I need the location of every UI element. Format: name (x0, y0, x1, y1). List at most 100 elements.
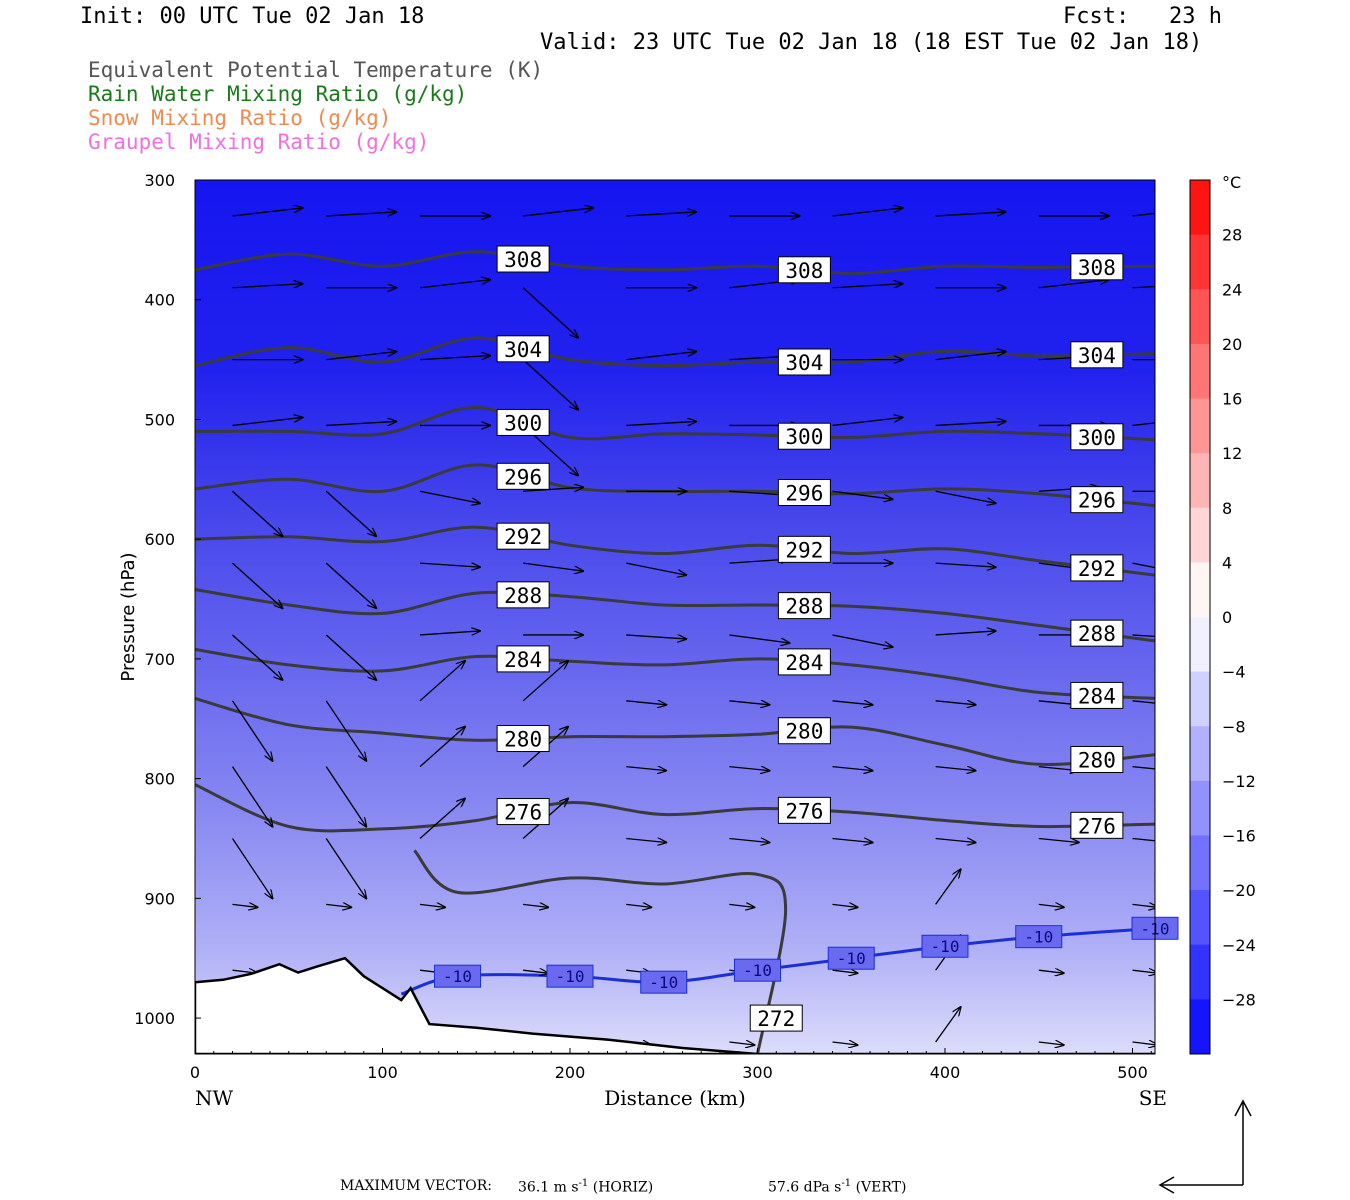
wind-vector (232, 208, 303, 217)
wind-vector (1132, 904, 1155, 907)
colorbar-unit: °C (1222, 173, 1241, 192)
x-tick-label: 400 (930, 1063, 961, 1082)
y-tick-label: 600 (144, 530, 175, 549)
wind-vector (419, 631, 480, 636)
theta-e-label-box (777, 478, 831, 506)
colorbar-segment (1190, 617, 1210, 673)
theta-e-label: 308 (785, 259, 823, 283)
x-tick-label: 300 (742, 1063, 773, 1082)
theta-e-label: 292 (785, 538, 823, 562)
wind-vector (523, 208, 593, 217)
theta-e-label-box (496, 581, 550, 609)
wind-vector (1132, 970, 1155, 973)
isotherm-label-box (434, 964, 481, 988)
legend-snow: Snow Mixing Ratio (g/kg) (88, 106, 392, 130)
theta-e-contour-292 (195, 525, 1155, 577)
theta-e-label: 308 (504, 248, 542, 272)
colorbar-tick-label: 28 (1222, 226, 1242, 245)
wind-vector (935, 701, 976, 705)
wind-vector (1132, 766, 1155, 770)
isotherm-label: -10 (743, 961, 772, 980)
wind-vector (231, 700, 273, 761)
wind-vector (523, 970, 548, 973)
wind-vector (626, 767, 666, 771)
wind-vector (232, 417, 303, 427)
theta-e-label: 288 (504, 584, 542, 608)
theta-e-label-box (496, 725, 550, 753)
theta-e-label-box (1070, 253, 1124, 281)
colorbar-tick-label: −12 (1222, 772, 1256, 791)
theta-e-label-box (1070, 341, 1124, 369)
theta-e-label-box (496, 335, 550, 363)
legend-theta-e: Equivalent Potential Temperature (K) (88, 58, 544, 82)
theta-e-label-box (777, 592, 831, 620)
theta-e-label-box (777, 256, 831, 284)
wind-vector (523, 562, 583, 571)
colorbar-segment (1190, 999, 1210, 1055)
y-tick-label: 300 (144, 171, 175, 190)
wind-vector (832, 490, 893, 499)
y-axis-title: Pressure (hPa) (118, 552, 139, 681)
wind-vector (232, 562, 283, 608)
horiz-exponent: -1 (578, 1178, 589, 1189)
wind-vector (325, 634, 376, 680)
theta-e-label: 304 (785, 351, 823, 375)
theta-e-label-box (777, 348, 831, 376)
theta-e-contour-284 (195, 647, 1155, 700)
colorbar-tick-label: −20 (1222, 881, 1256, 900)
colorbar-segment (1190, 234, 1210, 290)
wind-vector (935, 212, 1006, 217)
wind-vector (1038, 970, 1064, 973)
y-tick-label: 700 (144, 650, 175, 669)
wind-vector (1132, 1042, 1155, 1045)
theta-e-label: 296 (504, 465, 542, 489)
wind-vector (935, 352, 1006, 361)
isotherm-label: -10 (649, 973, 678, 992)
colorbar-segment (1190, 453, 1210, 509)
colorbar-segment (1190, 944, 1210, 1000)
theta-e-label: 300 (504, 411, 542, 435)
wind-vector (626, 212, 696, 217)
wind-vector (832, 208, 903, 217)
wind-vector (935, 562, 996, 567)
theta-e-label: 280 (785, 720, 823, 744)
isotherm-label: -10 (1024, 928, 1053, 947)
theta-e-label-box (777, 535, 831, 563)
theta-e-label-box (777, 648, 831, 676)
horiz-value: 36.1 m s (518, 1179, 579, 1196)
theta-e-contour-308 (195, 250, 1155, 275)
theta-e-label-box (1070, 619, 1124, 647)
colorbar-segment (1190, 726, 1210, 782)
isotherm-label-box (827, 946, 875, 970)
theta-e-label: 292 (1078, 557, 1116, 581)
init-time: Init: 00 UTC Tue 02 Jan 18 (80, 4, 425, 29)
wind-vector (1038, 838, 1079, 842)
x-axis-left-end: NW (195, 1086, 234, 1110)
wind-vector (419, 562, 480, 567)
wind-vector (326, 212, 396, 217)
colorbar-tick-label: −8 (1222, 717, 1246, 736)
isotherm-label-box (921, 934, 969, 958)
isotherm-label-box (546, 964, 594, 988)
wind-vector (1038, 1042, 1064, 1045)
plot-frame (194, 179, 1156, 1055)
temperature-shading (195, 180, 1155, 1054)
colorbar-segment (1190, 343, 1210, 399)
theta-e-label: 276 (504, 801, 542, 825)
wind-vector (935, 1007, 961, 1043)
colorbar-tick-label: −4 (1222, 663, 1246, 682)
wind-vector (232, 284, 303, 289)
colorbar-segment (1190, 398, 1210, 454)
wind-vector (729, 904, 754, 907)
theta-e-label: 296 (785, 481, 823, 505)
wind-vector (729, 634, 789, 643)
theta-e-contour-280 (195, 696, 1155, 766)
wind-vector (325, 562, 376, 608)
isotherm-label: -10 (556, 967, 585, 986)
max-vector-vert: 57.6 dPa s-1 (VERT) (768, 1178, 906, 1196)
y-tick-label: 800 (144, 770, 175, 789)
theta-e-label: 280 (504, 728, 542, 752)
wind-vector (1132, 634, 1155, 638)
wind-vector (935, 767, 976, 771)
